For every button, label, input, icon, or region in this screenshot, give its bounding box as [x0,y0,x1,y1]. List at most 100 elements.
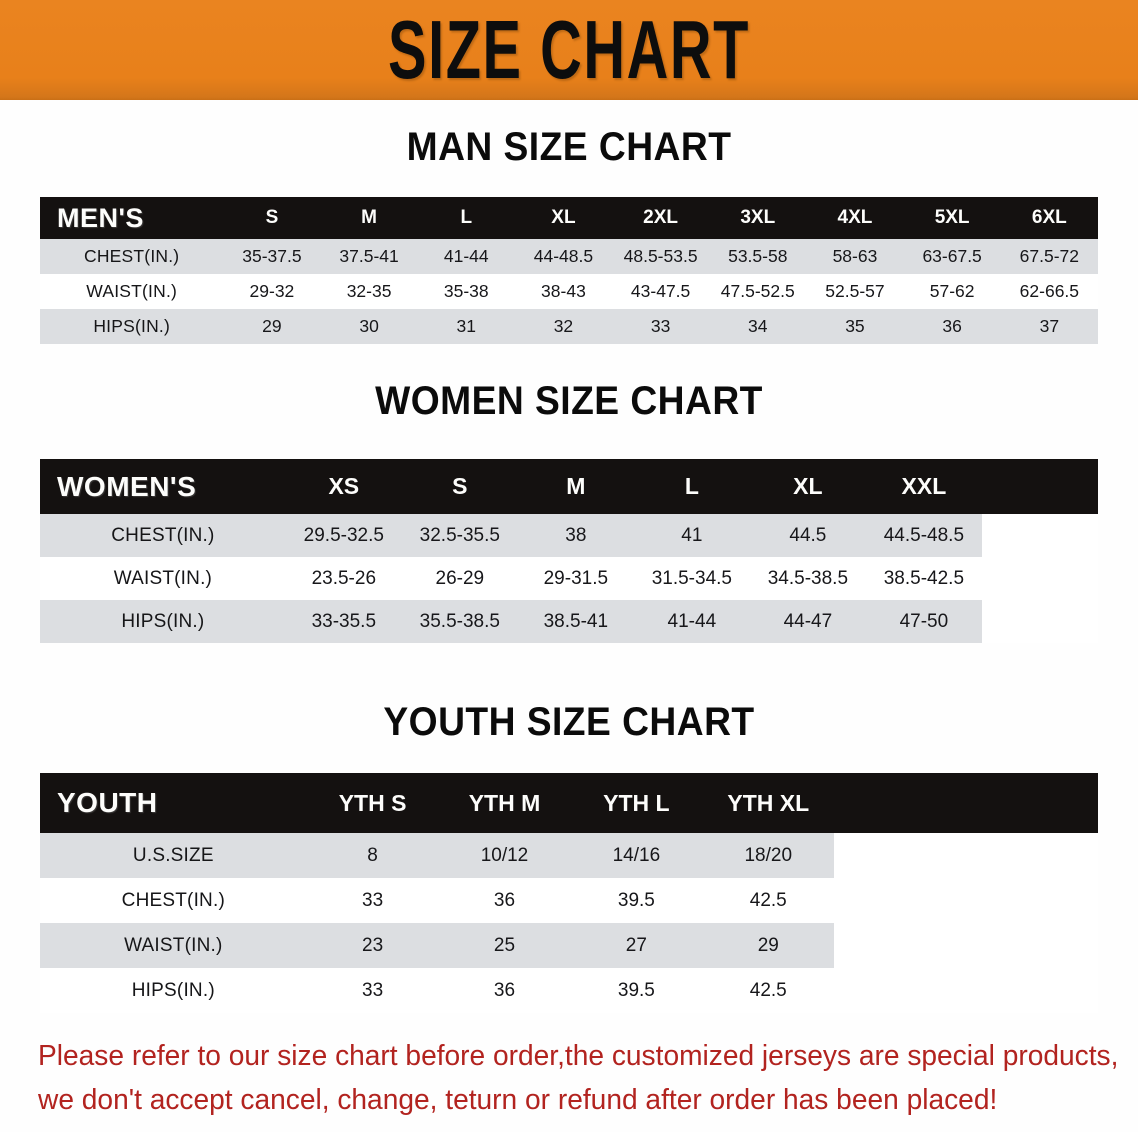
youth-header-label: YOUTH [40,773,307,833]
measurement-value: 53.5-58 [709,239,807,274]
size-column-header: M [320,197,418,239]
measurement-value: 44.5 [749,514,866,557]
disclaimer-text: Please refer to our size chart before or… [38,1034,1118,1122]
youth-table-body: U.S.SIZE 8 10/12 14/16 18/20 CHEST(IN.) 33 36 39… [40,833,1098,1013]
measurement-label: WAIST(IN.) [40,923,307,968]
youth-size-table: YOUTH YTH S YTH M YTH L YTH XL U.S.SIZE 8 10/1… [40,773,1098,1013]
women-header-label: WOMEN'S [40,459,286,514]
measurement-value: 23 [306,923,439,968]
table-header-row: YOUTH YTH S YTH M YTH L YTH XL [40,773,1098,833]
measurement-value: 47-50 [865,600,982,643]
measurement-value: 36 [903,309,1001,344]
measurement-label: HIPS(IN.) [40,968,307,1013]
size-column-header: XXL [865,459,982,514]
measurement-value: 27 [570,923,703,968]
measurement-value: 14/16 [570,833,703,878]
man-section-title: MAN SIZE CHART [406,125,732,169]
man-table-body: CHEST(IN.) 35-37.5 37.5-41 41-44 44-48.5 48.5… [40,239,1098,344]
size-column-header: YTH S [306,773,439,833]
measurement-value: 29.5-32.5 [285,514,402,557]
empty-cell [981,557,1098,600]
measurement-value: 34 [709,309,807,344]
table-row: WAIST(IN.) 23 25 27 29 [40,923,1098,968]
table-row: U.S.SIZE 8 10/12 14/16 18/20 [40,833,1098,878]
table-header-row: WOMEN'S XS S M L XL XXL [40,459,1098,514]
measurement-value: 33 [306,968,439,1013]
size-column-header: 3XL [709,197,807,239]
disclaimer-line-2: we don't accept cancel, change, teturn o… [38,1084,998,1116]
size-column-header: XL [749,459,866,514]
measurement-value: 32 [514,309,613,344]
measurement-value: 41 [633,514,750,557]
measurement-value: 32.5-35.5 [401,514,518,557]
measurement-value: 47.5-52.5 [709,274,807,309]
measurement-value: 38.5-42.5 [865,557,982,600]
measurement-value: 42.5 [702,968,835,1013]
measurement-value: 35.5-38.5 [401,600,518,643]
measurement-value: 32-35 [320,274,418,309]
empty-cell [966,923,1098,968]
measurement-value: 30 [320,309,418,344]
measurement-value: 57-62 [903,274,1001,309]
measurement-value: 39.5 [570,878,703,923]
table-row: CHEST(IN.) 29.5-32.5 32.5-35.5 38 41 44.5 44.5… [40,514,1098,557]
measurement-label: HIPS(IN.) [40,309,224,344]
measurement-value: 44-47 [749,600,866,643]
measurement-value: 44.5-48.5 [865,514,982,557]
measurement-value: 34.5-38.5 [749,557,866,600]
youth-section-title: YOUTH SIZE CHART [383,700,755,744]
empty-cell [834,878,967,923]
measurement-value: 62-66.5 [1000,274,1098,309]
measurement-value: 29 [702,923,835,968]
measurement-value: 67.5-72 [1000,239,1098,274]
table-header-row: MEN'S S M L XL 2XL 3XL 4XL 5XL 6XL [40,197,1098,239]
man-table-header: MEN'S S M L XL 2XL 3XL 4XL 5XL 6XL [40,197,1098,239]
measurement-value: 38-43 [514,274,613,309]
measurement-value: 36 [438,968,571,1013]
measurement-label: CHEST(IN.) [40,239,224,274]
measurement-value: 10/12 [438,833,571,878]
table-row: HIPS(IN.) 33-35.5 35.5-38.5 38.5-41 41-44 44-… [40,600,1098,643]
man-header-label: MEN'S [40,197,224,239]
size-column-header: 6XL [1000,197,1098,239]
measurement-value: 33-35.5 [285,600,402,643]
measurement-label: WAIST(IN.) [40,557,286,600]
measurement-label: HIPS(IN.) [40,600,286,643]
measurement-value: 25 [438,923,571,968]
measurement-value: 29 [223,309,321,344]
size-column-header: 5XL [903,197,1001,239]
measurement-label: CHEST(IN.) [40,514,286,557]
size-column-header: S [401,459,518,514]
measurement-value: 29-32 [223,274,321,309]
women-table-body: CHEST(IN.) 29.5-32.5 32.5-35.5 38 41 44.5 44.5… [40,514,1098,643]
measurement-value: 23.5-26 [285,557,402,600]
table-row: WAIST(IN.) 23.5-26 26-29 29-31.5 31.5-34.5 34… [40,557,1098,600]
size-column-header: S [223,197,321,239]
measurement-value: 26-29 [401,557,518,600]
empty-header-cell [834,773,967,833]
measurement-value: 42.5 [702,878,835,923]
measurement-value: 39.5 [570,968,703,1013]
measurement-value: 36 [438,878,571,923]
empty-cell [981,600,1098,643]
empty-header-cell [966,773,1098,833]
size-column-header: XL [514,197,613,239]
measurement-value: 33 [612,309,710,344]
women-size-table: WOMEN'S XS S M L XL XXL CHEST(IN.) 29.5-32.5 32.… [40,459,1098,643]
measurement-value: 31.5-34.5 [633,557,750,600]
table-row: CHEST(IN.) 33 36 39.5 42.5 [40,878,1098,923]
man-size-table: MEN'S S M L XL 2XL 3XL 4XL 5XL 6XL CHEST(IN.) 35-3… [40,197,1098,344]
empty-cell [966,833,1098,878]
measurement-value: 18/20 [702,833,835,878]
measurement-value: 35 [806,309,904,344]
measurement-value: 38 [517,514,634,557]
measurement-value: 48.5-53.5 [612,239,710,274]
empty-cell [966,968,1098,1013]
measurement-value: 35-37.5 [223,239,321,274]
empty-header-cell [981,459,1098,514]
size-column-header: YTH XL [702,773,835,833]
measurement-value: 33 [306,878,439,923]
size-column-header: L [633,459,750,514]
measurement-label: U.S.SIZE [40,833,307,878]
measurement-value: 43-47.5 [612,274,710,309]
